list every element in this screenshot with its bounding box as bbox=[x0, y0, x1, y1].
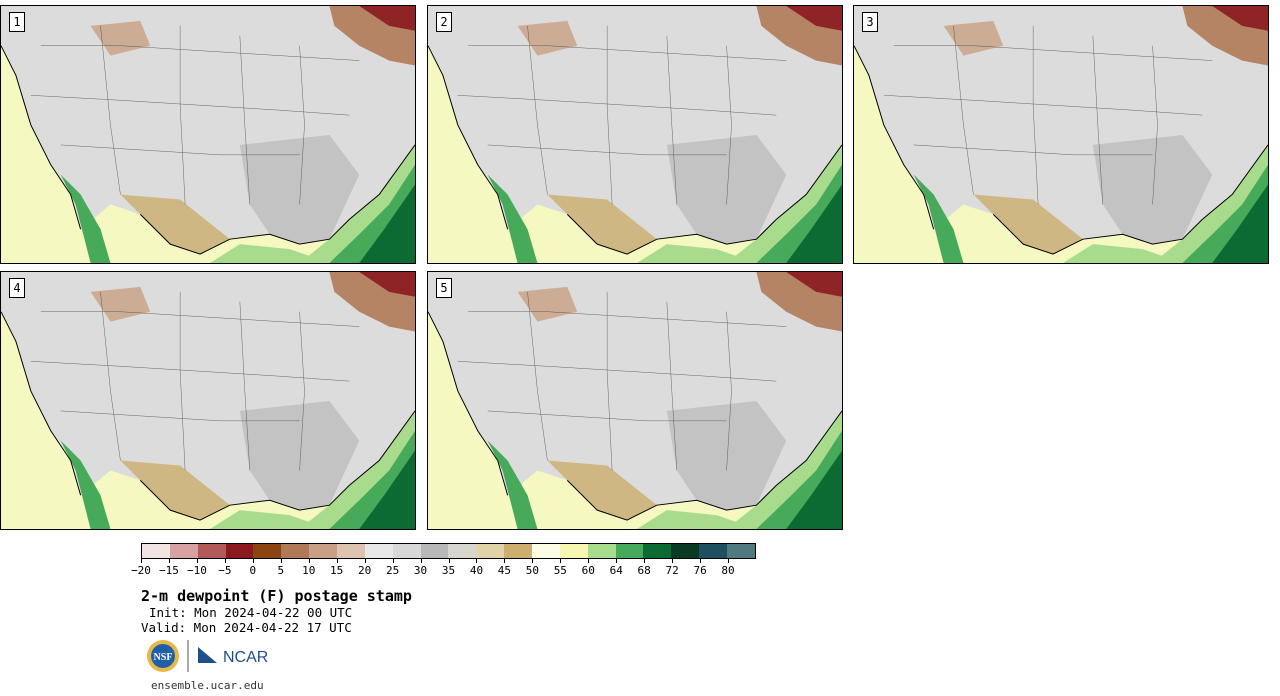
colorbar-segment bbox=[337, 544, 365, 558]
colorbar-segment bbox=[532, 544, 560, 558]
logos: NSF NCAR bbox=[147, 640, 268, 672]
map-panel: 4 bbox=[0, 271, 416, 530]
colorbar-tick-label: 15 bbox=[330, 564, 344, 577]
dewpoint-map bbox=[1, 6, 415, 263]
colorbar-tick-label: 35 bbox=[441, 564, 456, 577]
colorbar-tick bbox=[700, 559, 702, 563]
valid-time: Valid: Mon 2024-04-22 17 UTC bbox=[141, 620, 352, 635]
colorbar-tick-label: 0 bbox=[249, 564, 257, 577]
colorbar-segment bbox=[253, 544, 282, 558]
panel-number: 1 bbox=[9, 12, 25, 32]
colorbar-tick bbox=[476, 559, 478, 563]
nsf-logo-icon: NSF bbox=[147, 640, 179, 672]
colorbar-segment bbox=[197, 544, 226, 558]
website-link[interactable]: ensemble.ucar.edu bbox=[151, 679, 264, 692]
dewpoint-map bbox=[854, 6, 1268, 263]
colorbar-segment bbox=[142, 544, 170, 558]
colorbar-segment bbox=[559, 544, 588, 558]
colorbar-tick-label: 25 bbox=[385, 564, 400, 577]
nsf-logo-text: NSF bbox=[154, 652, 173, 663]
ncar-logo-icon: NCAR bbox=[198, 647, 268, 666]
colorbar-tick-label: −10 bbox=[186, 564, 207, 577]
panel-number: 5 bbox=[436, 278, 452, 298]
colorbar-segment bbox=[169, 544, 198, 558]
colorbar-tick-label: 55 bbox=[553, 564, 567, 577]
colorbar-segment bbox=[420, 544, 449, 558]
colorbar-tick-label: 20 bbox=[358, 564, 372, 577]
colorbar-tick bbox=[280, 559, 282, 563]
colorbar-tick bbox=[364, 559, 366, 563]
colorbar-tick-label: −20 bbox=[131, 564, 151, 577]
colorbar bbox=[141, 543, 756, 559]
panel-number: 3 bbox=[862, 12, 878, 32]
map-panel: 3 bbox=[853, 5, 1269, 264]
colorbar-tick-label: 68 bbox=[637, 564, 651, 577]
colorbar-tick-label: 30 bbox=[413, 564, 428, 577]
colorbar-segment bbox=[225, 544, 254, 558]
colorbar-tick-label: 72 bbox=[665, 564, 679, 577]
colorbar-tick bbox=[532, 559, 534, 563]
colorbar-segment bbox=[504, 544, 533, 558]
colorbar-segment bbox=[309, 544, 338, 558]
colorbar-tick bbox=[168, 559, 170, 563]
panel-number: 4 bbox=[9, 278, 25, 298]
colorbar-tick-label: −15 bbox=[159, 564, 179, 577]
colorbar-tick bbox=[448, 559, 450, 563]
dewpoint-map bbox=[1, 272, 415, 529]
colorbar-segment bbox=[476, 544, 505, 558]
colorbar-tick-label: 76 bbox=[693, 564, 707, 577]
colorbar-tick-label: 80 bbox=[721, 564, 735, 577]
colorbar-tick-label: 50 bbox=[525, 564, 539, 577]
colorbar-tick bbox=[644, 559, 646, 563]
colorbar-tick bbox=[672, 559, 674, 563]
colorbar-segment bbox=[448, 544, 477, 558]
ncar-logo-text: NCAR bbox=[223, 649, 268, 666]
colorbar-tick-label: −5 bbox=[218, 564, 232, 577]
colorbar-tick bbox=[616, 559, 618, 563]
colorbar-tick bbox=[504, 559, 506, 563]
dewpoint-map bbox=[428, 272, 842, 529]
colorbar-tick bbox=[252, 559, 254, 563]
panel-number: 2 bbox=[436, 12, 452, 32]
colorbar-segment bbox=[727, 544, 755, 558]
colorbar-tick bbox=[141, 559, 142, 563]
colorbar-tick bbox=[336, 559, 338, 563]
colorbar-segment bbox=[392, 544, 421, 558]
colorbar-tick-label: 45 bbox=[497, 564, 512, 577]
colorbar-tick bbox=[392, 559, 394, 563]
colorbar-segment bbox=[587, 544, 616, 558]
colorbar-segment bbox=[364, 544, 393, 558]
colorbar-segment bbox=[281, 544, 310, 558]
chart-title: 2-m dewpoint (F) postage stamp bbox=[141, 587, 412, 605]
colorbar-tick-label: 64 bbox=[609, 564, 623, 577]
colorbar-tick-label: 40 bbox=[469, 564, 484, 577]
colorbar-tick bbox=[308, 559, 310, 563]
colorbar-segment bbox=[671, 544, 700, 558]
colorbar-tick bbox=[588, 559, 590, 563]
colorbar-tick-label: 5 bbox=[277, 564, 285, 577]
colorbar-tick-label: 10 bbox=[302, 564, 316, 577]
colorbar-tick bbox=[224, 559, 226, 563]
colorbar-ticks: −20 −15 −10 −5 0 5 10 15 20 25 30 35 40 45 50 55 60 64 68 7… bbox=[131, 559, 756, 581]
colorbar-tick bbox=[196, 559, 198, 563]
init-time: Init: Mon 2024-04-22 00 UTC bbox=[149, 605, 353, 620]
map-panel: 1 bbox=[0, 5, 416, 264]
dewpoint-map bbox=[428, 6, 842, 263]
colorbar-segment bbox=[643, 544, 672, 558]
map-panel: 2 bbox=[427, 5, 843, 264]
colorbar-tick bbox=[728, 559, 730, 563]
map-panel: 5 bbox=[427, 271, 843, 530]
colorbar-tick bbox=[560, 559, 562, 563]
colorbar-segment bbox=[615, 544, 644, 558]
colorbar-tick-label: 60 bbox=[581, 564, 595, 577]
colorbar-tick bbox=[420, 559, 422, 563]
colorbar-segment bbox=[699, 544, 728, 558]
